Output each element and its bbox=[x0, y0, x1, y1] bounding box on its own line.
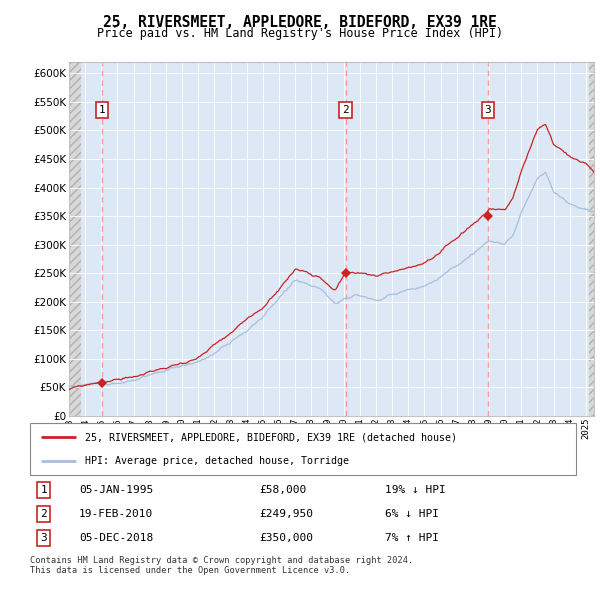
Text: 3: 3 bbox=[40, 533, 47, 543]
Text: £350,000: £350,000 bbox=[259, 533, 313, 543]
Text: £58,000: £58,000 bbox=[259, 485, 307, 495]
Text: 25, RIVERSMEET, APPLEDORE, BIDEFORD, EX39 1RE (detached house): 25, RIVERSMEET, APPLEDORE, BIDEFORD, EX3… bbox=[85, 432, 457, 442]
Bar bbox=[589, 62, 594, 416]
Text: This data is licensed under the Open Government Licence v3.0.: This data is licensed under the Open Gov… bbox=[30, 566, 350, 575]
Text: 19-FEB-2010: 19-FEB-2010 bbox=[79, 509, 154, 519]
Text: 05-JAN-1995: 05-JAN-1995 bbox=[79, 485, 154, 495]
Text: Price paid vs. HM Land Registry's House Price Index (HPI): Price paid vs. HM Land Registry's House … bbox=[97, 27, 503, 40]
Bar bbox=[69, 62, 81, 416]
Text: Contains HM Land Registry data © Crown copyright and database right 2024.: Contains HM Land Registry data © Crown c… bbox=[30, 556, 413, 565]
Text: 1: 1 bbox=[98, 105, 105, 114]
Text: 3: 3 bbox=[484, 105, 491, 114]
Text: 2: 2 bbox=[40, 509, 47, 519]
Text: 25, RIVERSMEET, APPLEDORE, BIDEFORD, EX39 1RE: 25, RIVERSMEET, APPLEDORE, BIDEFORD, EX3… bbox=[103, 15, 497, 30]
Text: 7% ↑ HPI: 7% ↑ HPI bbox=[385, 533, 439, 543]
Text: 2: 2 bbox=[342, 105, 349, 114]
Text: HPI: Average price, detached house, Torridge: HPI: Average price, detached house, Torr… bbox=[85, 456, 349, 466]
Text: £249,950: £249,950 bbox=[259, 509, 313, 519]
Text: 6% ↓ HPI: 6% ↓ HPI bbox=[385, 509, 439, 519]
Text: 05-DEC-2018: 05-DEC-2018 bbox=[79, 533, 154, 543]
Text: 19% ↓ HPI: 19% ↓ HPI bbox=[385, 485, 446, 495]
FancyBboxPatch shape bbox=[30, 423, 576, 475]
Text: 1: 1 bbox=[40, 485, 47, 495]
